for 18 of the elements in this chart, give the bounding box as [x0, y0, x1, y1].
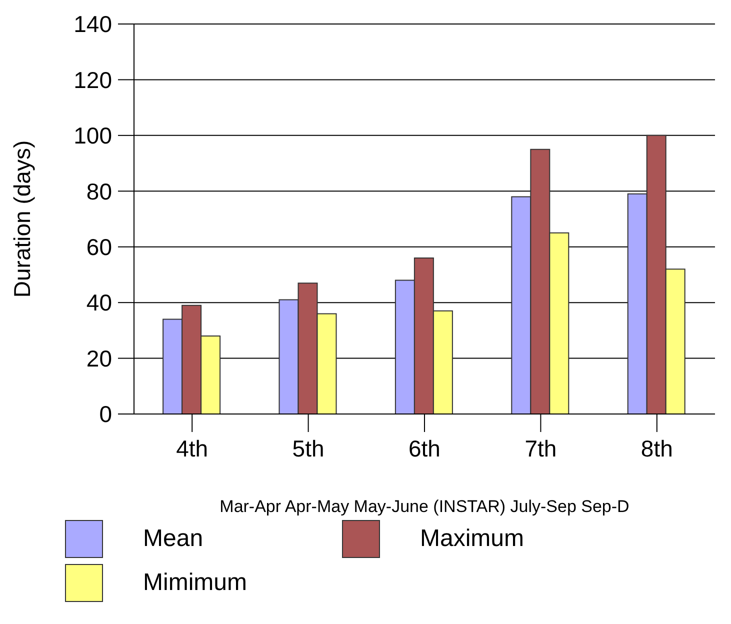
y-axis-title: Duration (days) — [9, 140, 36, 298]
x-tick-label: 4th — [176, 435, 208, 462]
y-tick-label: 0 — [99, 401, 112, 428]
y-tick-label: 120 — [74, 66, 112, 93]
y-tick-label: 20 — [86, 345, 112, 372]
y-tick-label: 80 — [86, 178, 112, 204]
y-tick-label: 60 — [86, 234, 112, 260]
x-tick-label: 8th — [640, 435, 673, 462]
legend-label: Mean — [143, 525, 204, 553]
x-tick-label: 7th — [524, 435, 557, 462]
y-tick-label: 100 — [74, 122, 112, 149]
x-axis-title: Mar-Apr Apr-May May-June (INSTAR) July-Sep Sep-D — [220, 497, 630, 516]
legend-label: Maximum — [420, 525, 524, 553]
x-tick-label: 5th — [292, 435, 324, 462]
y-tick-label: 140 — [74, 11, 112, 38]
x-tick-label: 6th — [408, 435, 440, 462]
y-tick-label: 40 — [86, 290, 112, 316]
legend-label: Mimimum — [143, 569, 247, 597]
